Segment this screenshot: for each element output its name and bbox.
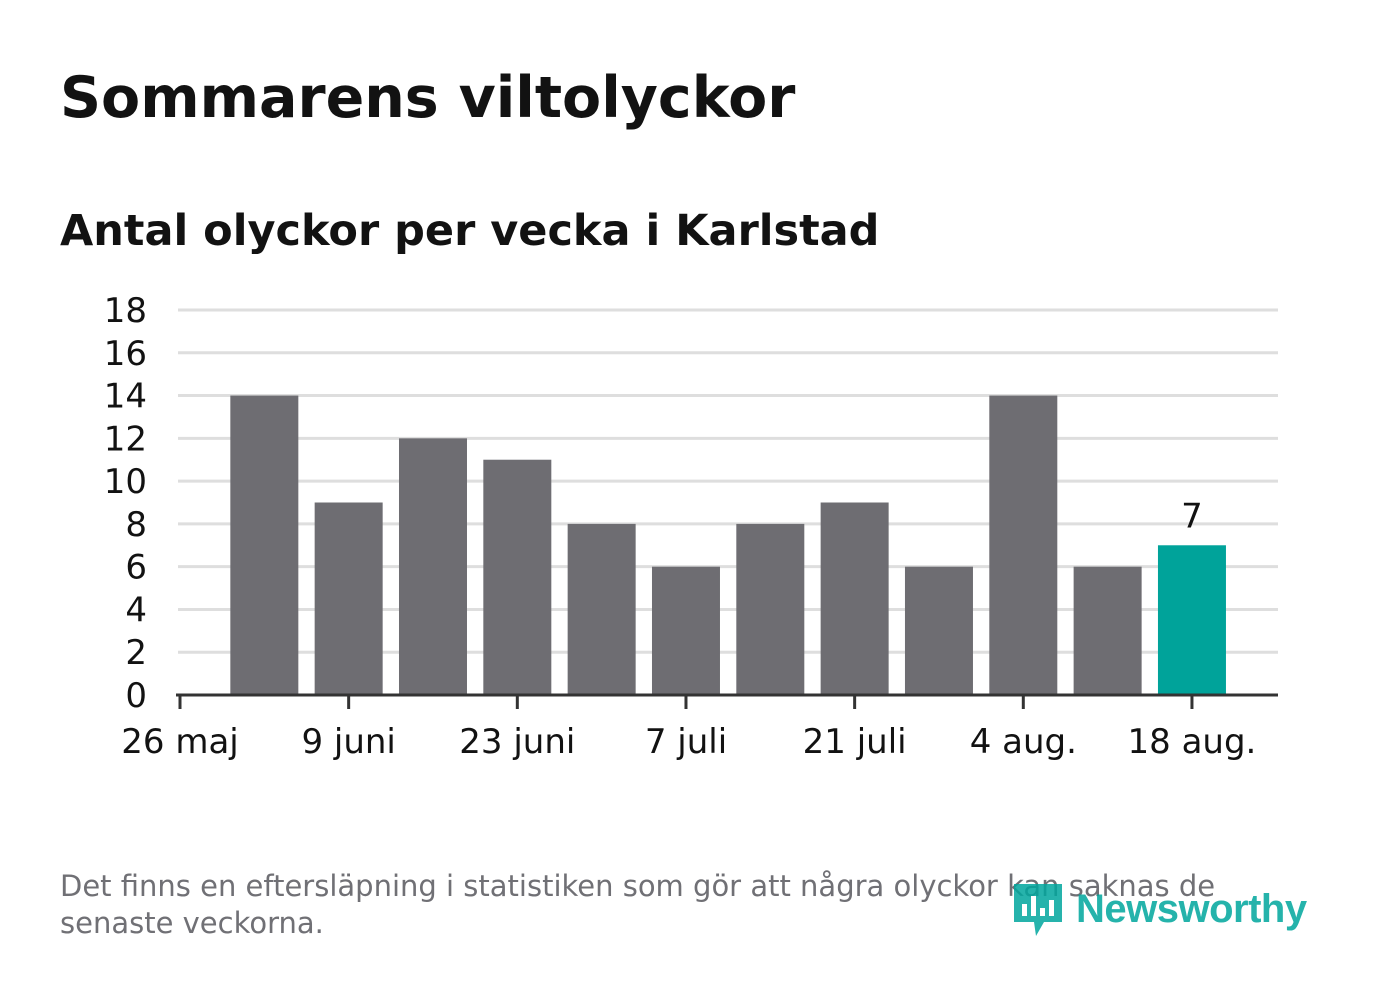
- y-tick-label: 6: [125, 548, 147, 588]
- bar: [820, 502, 889, 695]
- y-tick-label: 12: [104, 419, 147, 459]
- y-tick-label: 16: [104, 334, 147, 374]
- newsworthy-logo-text: Newsworthy: [1076, 886, 1307, 931]
- data-label: 7: [1181, 496, 1203, 536]
- chart-title: Sommarens viltolyckor: [60, 65, 796, 131]
- x-tick-label: 23 juni: [459, 722, 575, 762]
- bar: [398, 438, 467, 695]
- y-tick-label: 2: [125, 633, 147, 673]
- bar-highlighted: [1157, 545, 1226, 695]
- x-tick-label: 7 juli: [645, 722, 727, 762]
- x-tick-label: 4 aug.: [970, 722, 1077, 762]
- bar: [989, 395, 1058, 695]
- y-tick-label: 18: [104, 291, 147, 331]
- bar: [736, 523, 805, 695]
- y-tick-label: 0: [125, 676, 147, 716]
- newsworthy-logo-icon: [1014, 884, 1062, 936]
- data-labels: 7: [1181, 496, 1203, 536]
- bar: [567, 523, 636, 695]
- y-tick-label: 14: [104, 377, 147, 417]
- y-tick-label: 10: [104, 462, 147, 502]
- x-axis-ticks: 26 maj 9 juni 23 juni 7 juli 21 juli 4 aug. 18…: [121, 695, 1256, 762]
- chart-subtitle: Antal olyckor per vecka i Karlstad: [60, 206, 880, 256]
- bar: [651, 566, 720, 695]
- bar: [483, 459, 552, 695]
- bar: [1073, 566, 1142, 695]
- x-tick-label: 18 aug.: [1128, 722, 1257, 762]
- bar: [314, 502, 383, 695]
- x-tick-label: 26 maj: [121, 722, 238, 762]
- newsworthy-logo[interactable]: Newsworthy: [1010, 878, 1307, 940]
- x-tick-label: 21 juli: [803, 722, 907, 762]
- y-tick-label: 4: [125, 590, 147, 630]
- y-tick-label: 8: [125, 505, 147, 545]
- x-tick-label: 9 juni: [301, 722, 395, 762]
- bars: [230, 395, 1226, 695]
- bar: [904, 566, 973, 695]
- bar: [230, 395, 299, 695]
- grid-lines: [178, 308, 1278, 654]
